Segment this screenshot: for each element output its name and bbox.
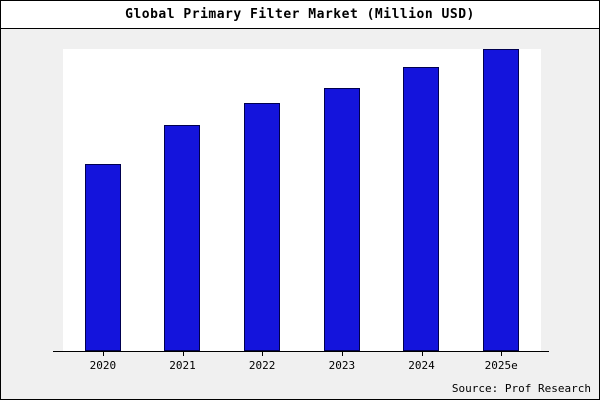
x-tick-label-text: 2020 [89, 359, 117, 372]
x-tick-label-2025e: 2025e [461, 352, 541, 376]
x-tick-label-text: 2021 [169, 359, 196, 372]
plot-area [63, 49, 541, 351]
bar-2022 [244, 103, 281, 351]
x-tick-mark [341, 352, 343, 356]
x-axis-line [53, 351, 549, 352]
x-tick-mark [262, 352, 264, 356]
bars-container [63, 49, 541, 351]
x-tick-label-text: 2025e [484, 359, 518, 372]
x-tick-mark [102, 352, 104, 356]
bar-2024 [403, 67, 440, 351]
chart-title: Global Primary Filter Market (Million US… [125, 7, 475, 22]
x-tick-label-2022: 2022 [222, 352, 302, 376]
x-tick-label-2023: 2023 [302, 352, 382, 376]
x-tick-label-2024: 2024 [382, 352, 462, 376]
x-tick-label-2021: 2021 [143, 352, 223, 376]
x-tick-mark [182, 352, 184, 356]
x-tick-label-text: 2022 [248, 359, 276, 372]
x-tick-label-2020: 2020 [63, 352, 143, 376]
chart-title-bar: Global Primary Filter Market (Million US… [1, 1, 599, 29]
x-tick-mark [421, 352, 423, 356]
x-tick-label-text: 2024 [408, 359, 435, 372]
bar-2020 [84, 163, 121, 351]
bar-2021 [164, 124, 201, 351]
x-tick-label-text: 2023 [328, 359, 356, 372]
x-tick-mark [501, 352, 503, 356]
bar-2023 [323, 88, 360, 351]
x-axis-labels: 2020 2021 2022 2023 2024 2025e [63, 352, 541, 376]
bar-2025e [483, 49, 520, 351]
source-note: Source: Prof Research [451, 382, 591, 395]
